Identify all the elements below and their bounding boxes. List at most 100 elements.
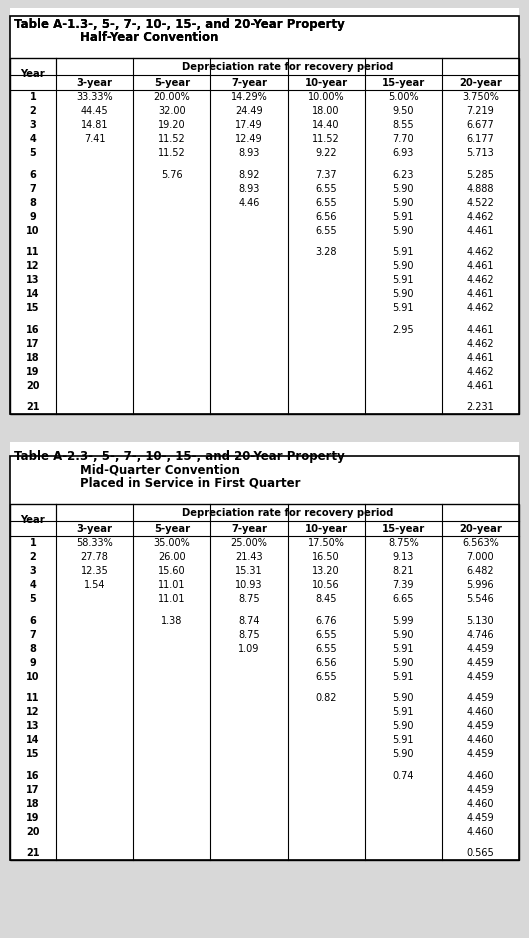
Text: 20-year: 20-year [459,523,502,534]
Text: 18.00: 18.00 [312,106,340,116]
Text: 20.00%: 20.00% [153,92,190,102]
Text: 5.91: 5.91 [393,303,414,313]
Text: 5.90: 5.90 [393,184,414,193]
Text: 19.20: 19.20 [158,120,186,130]
Text: 5.996: 5.996 [467,580,494,590]
Text: 9.13: 9.13 [393,552,414,562]
Text: 15-year: 15-year [381,523,425,534]
Text: 4.460: 4.460 [467,735,494,745]
Text: 4.461: 4.461 [467,353,494,362]
Text: 11.52: 11.52 [158,134,186,144]
Text: 9: 9 [30,211,37,221]
Text: 6.93: 6.93 [393,148,414,158]
Text: 10: 10 [26,672,40,682]
Text: 4: 4 [30,580,37,590]
Text: 5.91: 5.91 [393,707,414,717]
Text: 3-, 5-, 7-, 10-, 15-, and 20-Year Property: 3-, 5-, 7-, 10-, 15-, and 20-Year Proper… [80,18,345,31]
Text: 3.28: 3.28 [315,247,337,257]
Text: 15: 15 [26,303,40,313]
Text: 5.00%: 5.00% [388,92,418,102]
Text: 17.49: 17.49 [235,120,263,130]
Bar [10,16,519,414]
Text: 11.52: 11.52 [312,134,340,144]
Text: 6.56: 6.56 [315,658,337,668]
Text: 9.50: 9.50 [393,106,414,116]
Text: 26.00: 26.00 [158,552,186,562]
Text: 5.90: 5.90 [393,658,414,668]
Text: 10-year: 10-year [305,78,348,87]
Text: 1: 1 [30,92,37,102]
Text: Depreciation rate for recovery period: Depreciation rate for recovery period [182,507,393,518]
Text: 5.91: 5.91 [393,211,414,221]
Text: 4.459: 4.459 [467,672,494,682]
Text: Depreciation rate for recovery period: Depreciation rate for recovery period [182,62,393,71]
Text: 21.43: 21.43 [235,552,263,562]
Text: 7-year: 7-year [231,78,267,87]
Text: 2: 2 [30,106,37,116]
Text: 5.90: 5.90 [393,693,414,703]
Text: 4.522: 4.522 [467,198,495,207]
Text: 5: 5 [30,148,37,158]
Text: 4.461: 4.461 [467,325,494,335]
Bar [10,8,519,58]
Text: 5: 5 [30,594,37,604]
Text: 5.91: 5.91 [393,735,414,745]
Text: 8.55: 8.55 [393,120,414,130]
Text: 6.23: 6.23 [393,170,414,179]
Text: 4.460: 4.460 [467,798,494,809]
Text: 6: 6 [30,615,37,626]
Text: 25.00%: 25.00% [231,538,267,548]
Text: 5.99: 5.99 [393,615,414,626]
Text: Year: Year [21,515,45,525]
Text: 15-year: 15-year [381,78,425,87]
Text: 6.76: 6.76 [315,615,337,626]
Text: 1.54: 1.54 [84,580,105,590]
Text: 18: 18 [26,353,40,362]
Text: 8.74: 8.74 [238,615,260,626]
Text: 6.55: 6.55 [315,672,337,682]
Text: 8: 8 [30,198,37,207]
Text: 5.76: 5.76 [161,170,183,179]
Text: 4.459: 4.459 [467,721,494,731]
Text: 7: 7 [30,184,37,193]
Text: 14.29%: 14.29% [231,92,267,102]
Text: 5.90: 5.90 [393,629,414,640]
Text: 10: 10 [26,225,40,235]
Text: 7: 7 [30,629,37,640]
Text: 6.65: 6.65 [393,594,414,604]
Text: 3-, 5-, 7-, 10-, 15-, and 20-Year Property: 3-, 5-, 7-, 10-, 15-, and 20-Year Proper… [80,450,345,463]
Text: 21: 21 [26,402,40,412]
Text: 35.00%: 35.00% [153,538,190,548]
Text: 19: 19 [26,812,40,823]
Text: 11.01: 11.01 [158,594,186,604]
Text: 20-year: 20-year [459,78,502,87]
Text: 7.41: 7.41 [84,134,105,144]
Text: 8.93: 8.93 [238,184,260,193]
Text: 6.56: 6.56 [315,211,337,221]
Text: 8.93: 8.93 [238,148,260,158]
Text: 11.52: 11.52 [158,148,186,158]
Text: Placed in Service in First Quarter: Placed in Service in First Quarter [80,476,300,489]
Text: Year: Year [21,69,45,79]
Text: 1: 1 [30,538,37,548]
Text: 5.90: 5.90 [393,225,414,235]
Text: 33.33%: 33.33% [76,92,113,102]
Text: 6.677: 6.677 [467,120,494,130]
Text: 5.90: 5.90 [393,749,414,759]
Text: 21: 21 [26,848,40,858]
Text: 6.55: 6.55 [315,184,337,193]
Text: 2.95: 2.95 [393,325,414,335]
Text: 11: 11 [26,247,40,257]
Text: 1.38: 1.38 [161,615,183,626]
Text: 4.460: 4.460 [467,770,494,780]
Text: 9: 9 [30,658,37,668]
Text: 18: 18 [26,798,40,809]
Text: 5.90: 5.90 [393,261,414,271]
Text: 12: 12 [26,261,40,271]
Bar [10,8,519,58]
Text: 4.462: 4.462 [467,303,494,313]
Text: 3-, 5-, 7-, 10-, 15-, and 20-Year Property: 3-, 5-, 7-, 10-, 15-, and 20-Year Proper… [80,18,345,31]
Text: 13: 13 [26,275,40,285]
Text: 11.01: 11.01 [158,580,186,590]
Text: 6.55: 6.55 [315,225,337,235]
